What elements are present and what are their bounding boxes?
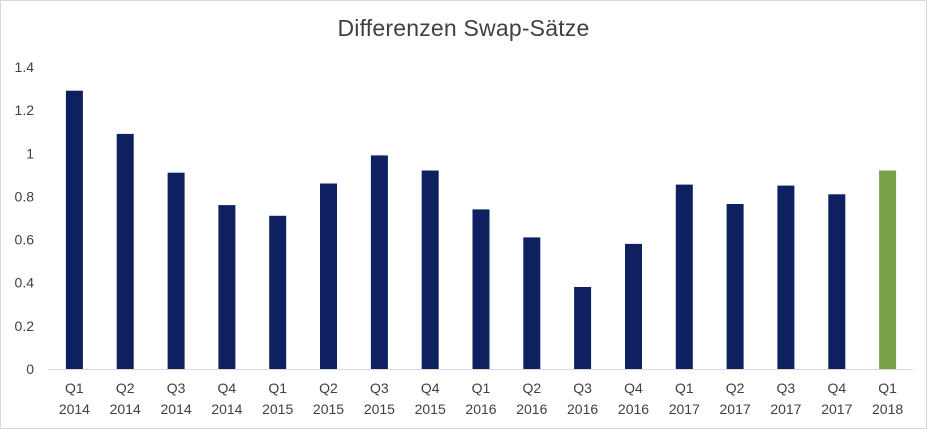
x-tick-label-quarter: Q2 [319,380,338,396]
bar-q4-2014 [218,205,236,369]
x-tick-label-quarter: Q2 [116,380,135,396]
x-tick-label-quarter: Q3 [370,380,389,396]
x-tick-label-year: 2016 [567,401,598,417]
x-tick-label-year: 2017 [669,401,700,417]
bar-q1-2015 [269,215,287,369]
x-tick-label-year: 2015 [415,401,446,417]
bar-q2-2014 [116,133,134,369]
bar-q1-2016 [472,209,490,369]
x-tick-label-quarter: Q4 [827,380,846,396]
y-tick-label: 1.2 [15,102,35,118]
y-tick-label: 0.4 [15,275,35,291]
x-tick-label-quarter: Q2 [726,380,745,396]
x-tick-label-quarter: Q3 [573,380,592,396]
x-tick-label-quarter: Q1 [878,380,897,396]
bar-q2-2017 [726,204,744,369]
y-tick-label: 0.8 [15,188,35,204]
chart-title: Differenzen Swap-Sätze [337,15,590,41]
x-tick-label-quarter: Q4 [421,380,440,396]
bar-q3-2016 [574,287,592,369]
y-tick-label: 0 [26,361,34,377]
x-tick-label-year: 2015 [262,401,293,417]
x-tick-label-quarter: Q3 [167,380,186,396]
x-tick-label-year: 2014 [59,401,90,417]
x-tick-label-quarter: Q1 [268,380,287,396]
x-tick-label-year: 2017 [770,401,801,417]
x-tick-label-quarter: Q3 [777,380,796,396]
x-tick-label-quarter: Q1 [472,380,491,396]
bar-q1-2017 [675,184,693,369]
bar-q4-2017 [828,194,846,369]
x-tick-label-quarter: Q4 [218,380,237,396]
x-tick-label-year: 2015 [313,401,344,417]
x-tick-label-year: 2016 [516,401,547,417]
x-tick-label-year: 2017 [821,401,852,417]
x-tick-label-year: 2016 [618,401,649,417]
y-tick-label: 1 [26,145,34,161]
bar-q2-2015 [320,183,337,369]
x-tick-label-quarter: Q4 [624,380,643,396]
bar-q3-2015 [370,155,388,369]
bar-q4-2015 [421,170,439,369]
bar-q1-2014 [65,90,83,369]
bar-q1-2018 [879,170,897,369]
x-tick-label-quarter: Q1 [65,380,84,396]
bar-q4-2016 [625,243,642,369]
y-tick-label: 1.4 [15,59,35,75]
x-tick-label-year: 2014 [110,401,141,417]
x-tick-label-year: 2014 [161,401,192,417]
bar-q3-2014 [167,172,185,369]
x-tick-label-quarter: Q2 [522,380,541,396]
x-tick-label-quarter: Q1 [675,380,694,396]
x-tick-label-year: 2018 [872,401,903,417]
x-tick-label-year: 2014 [211,401,242,417]
x-tick-label-year: 2016 [465,401,496,417]
bar-q2-2016 [523,237,541,369]
y-tick-label: 0.2 [15,318,35,334]
x-tick-label-year: 2017 [720,401,751,417]
bar-q3-2017 [777,185,795,369]
y-tick-label: 0.6 [15,232,35,248]
x-tick-label-year: 2015 [364,401,395,417]
